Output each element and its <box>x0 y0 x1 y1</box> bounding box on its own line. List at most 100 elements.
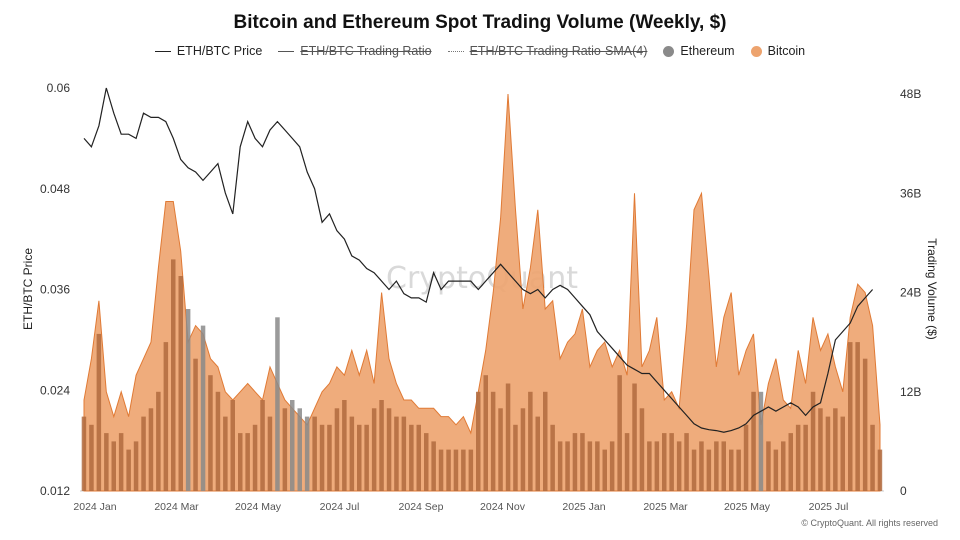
ethereum-bar <box>230 400 235 491</box>
legend-label: Bitcoin <box>767 44 806 58</box>
ethereum-bar <box>528 391 533 492</box>
ethereum-bar <box>238 433 243 491</box>
ethereum-bar <box>729 449 734 491</box>
ethereum-bar <box>691 449 697 491</box>
ethereum-bar <box>669 433 674 491</box>
ethereum-bar <box>654 441 660 491</box>
ethereum-bar <box>788 433 793 491</box>
ethereum-bar <box>156 391 161 492</box>
ethereum-bar <box>662 433 667 491</box>
ethereum-bar <box>267 416 273 491</box>
x-tick-label: 2024 Mar <box>154 501 199 513</box>
ethereum-bar <box>595 441 600 491</box>
ethereum-bar <box>490 391 496 492</box>
ethereum-bar <box>118 433 124 491</box>
bitcoin-area-layer <box>83 93 881 492</box>
x-tick-label: 2024 Jan <box>73 501 116 513</box>
ethereum-bar <box>580 433 585 491</box>
ethereum-bar <box>877 449 883 491</box>
ethereum-bar <box>357 424 362 491</box>
ethereum-bar <box>632 383 637 491</box>
ethereum-bar <box>245 433 250 491</box>
ethereum-bar <box>736 449 741 491</box>
legend-label: ETH/BTC Trading Ratio-SMA(4) <box>469 44 648 58</box>
ethereum-bar <box>862 358 868 491</box>
ethereum-bar <box>676 441 682 491</box>
ethereum-bar <box>304 416 310 491</box>
ethereum-bar <box>766 441 771 491</box>
ethereum-bar <box>282 408 288 491</box>
ethereum-bar <box>453 449 459 491</box>
x-tick-label: 2025 May <box>724 501 771 513</box>
legend-label: ETH/BTC Price <box>176 44 263 58</box>
ethereum-bar <box>416 424 421 491</box>
y-right-tick-label: 36B <box>900 186 921 200</box>
ethereum-bar <box>810 391 816 492</box>
ethereum-bar <box>141 416 146 491</box>
ethereum-bar <box>215 391 221 492</box>
ethereum-bar <box>609 441 615 491</box>
ethereum-bar <box>401 416 407 491</box>
ethereum-bar <box>647 441 652 491</box>
ethereum-bar <box>505 383 511 491</box>
y-left-tick-label: 0.024 <box>40 383 70 397</box>
legend-label: ETH/BTC Trading Ratio <box>300 44 432 58</box>
ethereum-bar <box>833 408 838 491</box>
ethereum-bar <box>446 449 451 491</box>
price-line-layer <box>83 87 874 433</box>
legend-item-bitcoin[interactable]: Bitcoin <box>750 44 806 58</box>
bitcoin-area <box>83 93 881 492</box>
y-right-tick-label: 48B <box>900 87 921 101</box>
ethereum-bar <box>290 400 295 491</box>
legend: ETH/BTC Price ETH/BTC Trading Ratio ETH/… <box>0 44 960 58</box>
ethereum-bar <box>840 416 845 491</box>
ethereum-bar <box>319 424 325 491</box>
legend-item-trading-ratio-sma[interactable]: ETH/BTC Trading Ratio-SMA(4) <box>447 44 648 58</box>
ethereum-bar <box>758 391 764 492</box>
circle-swatch-icon <box>750 45 762 57</box>
ethereum-bar <box>543 391 548 492</box>
y-left-tick-label: 0.036 <box>40 283 70 297</box>
ethereum-bar <box>743 424 749 491</box>
y-right-axis-title: Trading Volume ($) <box>925 238 939 340</box>
legend-label: Ethereum <box>680 44 735 58</box>
ethereum-bar <box>327 424 332 491</box>
legend-item-trading-ratio[interactable]: ETH/BTC Trading Ratio <box>278 44 432 58</box>
circle-swatch-icon <box>663 45 675 57</box>
x-tick-label: 2025 Mar <box>643 501 688 513</box>
ethereum-bar <box>89 424 94 491</box>
ethereum-bar <box>617 375 622 491</box>
ethereum-bar <box>483 375 488 491</box>
ethereum-bar <box>342 400 347 491</box>
copyright-text: © CryptoQuant. All rights reserved <box>801 518 938 528</box>
ethereum-bar <box>572 433 578 491</box>
ethereum-bar <box>461 449 466 491</box>
watermark: CryptoQuant <box>386 261 578 296</box>
x-tick-label: 2025 Jul <box>809 501 849 513</box>
y-right-tick-label: 12B <box>900 385 921 399</box>
legend-item-eth-btc-price[interactable]: ETH/BTC Price <box>154 44 263 58</box>
x-tick-label: 2025 Jan <box>562 501 605 513</box>
ethereum-bar <box>714 441 719 491</box>
ethereum-bar <box>848 342 853 491</box>
y-left-tick-label: 0.012 <box>40 484 70 498</box>
y-right-tick-label: 24B <box>900 286 921 300</box>
ethereum-bar <box>535 416 540 491</box>
ethereum-bar <box>684 433 689 491</box>
y-left-tick-label: 0.048 <box>40 182 70 196</box>
legend-item-ethereum[interactable]: Ethereum <box>663 44 735 58</box>
y-left-axis-title: ETH/BTC Price <box>21 248 35 330</box>
y-right-tick-label: 0 <box>900 484 907 498</box>
ethereum-bar <box>424 433 429 491</box>
x-tick-label: 2024 Nov <box>480 501 526 513</box>
ethereum-bar <box>364 424 369 491</box>
ethereum-bar <box>178 276 183 491</box>
ethereum-bar <box>550 424 555 491</box>
ethereum-bar <box>252 424 258 491</box>
ethereum-bar <box>349 416 355 491</box>
ethereum-bar <box>371 408 377 491</box>
ethereum-bar <box>706 449 712 491</box>
x-tick-label: 2024 May <box>235 501 282 513</box>
ethereum-bar <box>200 325 206 491</box>
